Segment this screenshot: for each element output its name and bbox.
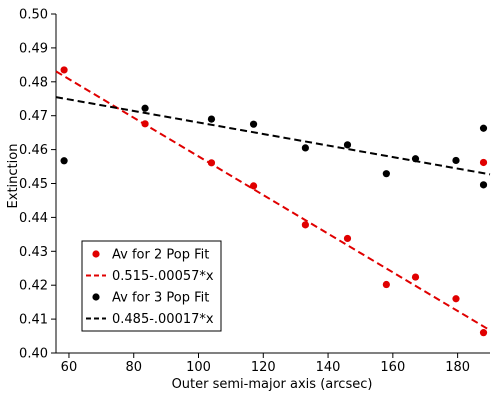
x-tick-label: 160 [380, 360, 405, 375]
data-point [207, 115, 216, 123]
legend-label: Av for 2 Pop Fit [112, 248, 209, 263]
y-tick-label: 0.40 [19, 347, 48, 362]
data-point [301, 221, 309, 229]
legend-label: 0.485-.00017*x [112, 312, 214, 327]
data-point [60, 66, 68, 74]
data-point [343, 234, 352, 243]
data-point [382, 280, 390, 289]
y-tick-label: 0.42 [19, 279, 48, 294]
x-tick-label: 120 [251, 360, 276, 375]
data-point [207, 159, 216, 167]
legend-marker [92, 293, 100, 301]
data-point [141, 104, 149, 112]
y-axis-title: Extinction [6, 144, 21, 209]
data-point [452, 156, 460, 165]
x-tick-label: 100 [186, 360, 211, 375]
y-tick-label: 0.44 [19, 211, 48, 226]
legend-label: Av for 3 Pop Fit [112, 291, 209, 306]
data-points [60, 66, 488, 337]
y-tick-label: 0.41 [19, 313, 48, 328]
x-axis-title: Outer semi-major axis (arcsec) [172, 377, 373, 392]
data-point [60, 157, 68, 165]
data-point [249, 120, 258, 128]
y-tick-label: 0.46 [19, 143, 48, 158]
data-point [141, 120, 149, 128]
legend: Av for 2 Pop Fit 0.515-.00057*x Av for 3 P… [81, 240, 222, 332]
y-tick-label: 0.45 [19, 177, 48, 192]
y-tick-label: 0.50 [19, 8, 48, 23]
y-ticks: 0.40 0.41 0.42 0.43 0.44 0.45 0.46 0.47 0.48 0.49… [19, 8, 56, 362]
x-tick-label: 60 [61, 360, 78, 375]
x-tick-label: 80 [125, 360, 142, 375]
fit-line [55, 96, 491, 176]
data-point [411, 273, 420, 281]
data-point [479, 124, 488, 132]
data-point [479, 181, 488, 189]
data-point [479, 329, 488, 337]
legend-box [81, 240, 222, 332]
data-point [411, 155, 420, 163]
legend-marker [92, 250, 100, 258]
y-tick-label: 0.48 [19, 75, 48, 90]
data-point [249, 182, 258, 190]
data-point [301, 144, 309, 152]
data-point [382, 170, 390, 178]
y-tick-label: 0.43 [19, 245, 48, 260]
x-tick-label: 140 [316, 360, 341, 375]
data-point [479, 158, 488, 167]
data-point [343, 141, 352, 149]
legend-items: Av for 2 Pop Fit 0.515-.00057*x Av for 3 P… [86, 248, 214, 327]
data-point [452, 295, 460, 303]
fit-line [55, 70, 491, 332]
y-tick-label: 0.49 [19, 41, 48, 56]
x-ticks: 60 80 100 120 140 160 180 [61, 353, 470, 375]
x-tick-label: 180 [445, 360, 470, 375]
y-tick-label: 0.47 [19, 109, 48, 124]
legend-label: 0.515-.00057*x [112, 269, 214, 284]
